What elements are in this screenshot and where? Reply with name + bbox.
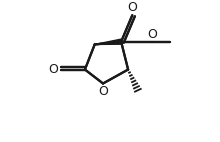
- Polygon shape: [95, 39, 121, 44]
- Text: O: O: [49, 63, 59, 76]
- Text: O: O: [98, 85, 108, 98]
- Text: O: O: [127, 1, 137, 14]
- Text: O: O: [147, 28, 157, 40]
